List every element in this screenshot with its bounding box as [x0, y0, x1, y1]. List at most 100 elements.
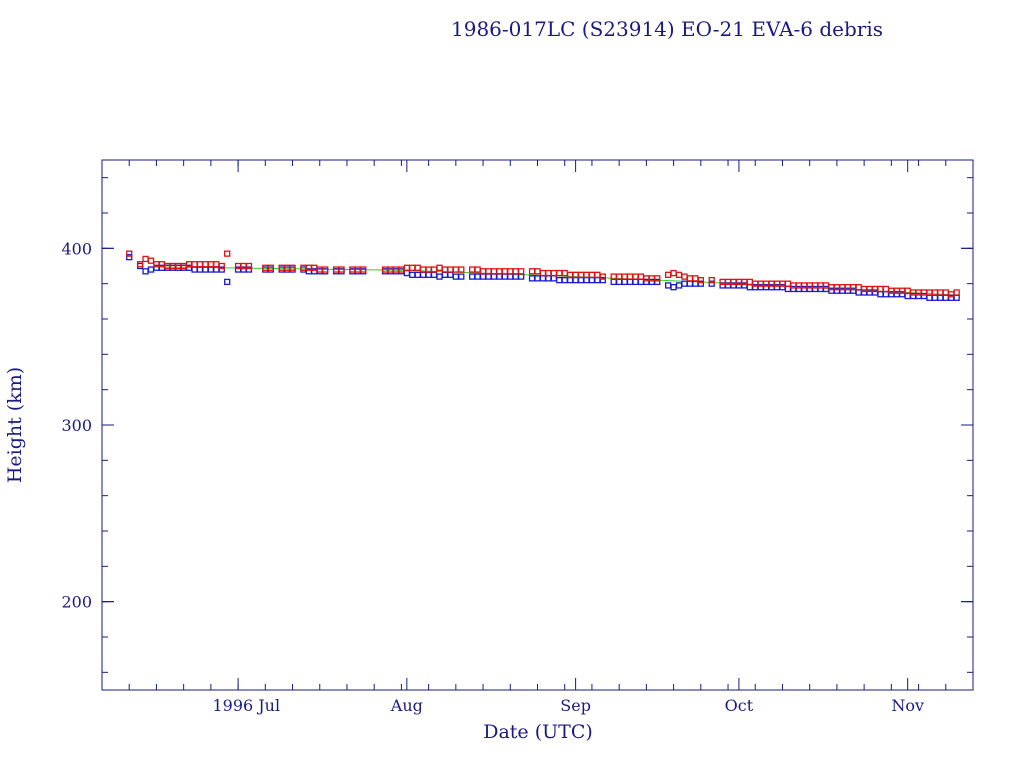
apogee-point: [283, 264, 291, 271]
apogee-point: [403, 264, 411, 271]
y-axis-label: Height (km): [4, 367, 26, 483]
perigee-point: [757, 284, 764, 291]
apogee-point: [637, 273, 645, 280]
apogee-point: [708, 276, 715, 284]
perigee-point: [637, 278, 645, 286]
y-tick-label: 400: [61, 239, 92, 258]
apogee-point: [534, 268, 541, 275]
perigee-point: [920, 292, 928, 300]
perigee-point: [147, 266, 155, 273]
perigee-point: [654, 278, 661, 286]
perigee-point: [665, 282, 672, 289]
apogee-point: [452, 266, 459, 273]
apogee-point: [692, 275, 699, 282]
apogee-point: [262, 264, 269, 271]
perigee-point: [752, 284, 759, 291]
apogee-point: [164, 262, 171, 270]
apogee-point: [670, 269, 677, 277]
apogee-point: [142, 255, 149, 263]
perigee-point: [136, 262, 144, 270]
apogee-point: [202, 261, 209, 268]
perigee-point: [490, 273, 498, 280]
perigee-point: [904, 292, 911, 300]
perigee-point: [556, 276, 563, 284]
perigee-point: [855, 289, 862, 296]
apogee-point: [496, 268, 503, 275]
apogee-point: [681, 273, 688, 280]
perigee-point: [409, 271, 416, 278]
perigee-point: [550, 275, 557, 282]
perigee-point: [545, 275, 552, 282]
x-tick-label: Aug: [390, 696, 423, 715]
perigee-point: [425, 271, 432, 278]
perigee-point: [567, 276, 574, 284]
perigee-point: [501, 273, 508, 280]
apogee-point: [207, 261, 215, 268]
apogee-point: [686, 275, 694, 282]
apogee-point: [474, 266, 481, 273]
apogee-point: [414, 264, 421, 271]
apogee-point: [278, 264, 285, 271]
apogee-point: [398, 266, 405, 273]
apogee-point: [409, 264, 416, 271]
perigee-point: [572, 276, 579, 284]
perigee-point: [915, 292, 922, 300]
apogee-point: [158, 261, 166, 268]
apogee-point: [300, 264, 307, 271]
perigee-point: [670, 284, 677, 291]
apogee-point: [458, 266, 465, 273]
apogee-point: [594, 271, 601, 278]
perigee-point: [447, 271, 454, 278]
apogee-point: [675, 271, 683, 278]
perigee-point: [926, 294, 933, 301]
apogee-point: [126, 250, 133, 257]
perigee-point: [539, 275, 547, 282]
apogee-point: [512, 268, 519, 275]
apogee-point: [784, 280, 792, 287]
perigee-point: [528, 275, 536, 282]
apogee-point: [224, 250, 231, 257]
apogee-point: [850, 284, 857, 291]
y-axis-ticks: 200 300 400: [61, 177, 973, 673]
apogee-point: [855, 284, 862, 291]
perigee-point: [675, 282, 683, 289]
perigee-point: [169, 264, 176, 271]
apogee-point: [654, 275, 661, 282]
perigee-point: [632, 278, 639, 286]
apogee-point: [588, 271, 596, 278]
perigee-point: [561, 276, 568, 284]
perigee-point: [175, 264, 182, 271]
perigee-point: [937, 294, 944, 301]
apogee-point: [920, 289, 928, 296]
perigee-point: [245, 266, 253, 273]
perigee-point: [599, 276, 606, 284]
plot-frame: [101, 159, 974, 691]
apogee-point: [169, 262, 176, 270]
y-tick-label: 300: [61, 416, 92, 435]
perigee-point: [452, 273, 459, 280]
perigee-point: [942, 294, 949, 301]
perigee-point: [392, 268, 400, 275]
apogee-point: [153, 261, 160, 268]
apogee-point: [817, 282, 824, 289]
apogee-point: [501, 268, 508, 275]
perigee-point: [381, 268, 389, 275]
perigee-point: [817, 285, 824, 293]
perigee-point: [436, 273, 443, 280]
perigee-point: [278, 266, 285, 273]
apogee-point: [360, 266, 367, 273]
perigee-point: [126, 254, 133, 261]
apogee-point: [822, 282, 830, 289]
apogee-point: [697, 276, 704, 284]
x-tick-label: Sep: [560, 696, 591, 715]
y-tick-label: 200: [61, 593, 92, 612]
apogee-point: [882, 285, 890, 293]
apogee-series: [126, 250, 960, 298]
perigee-point: [681, 280, 688, 287]
perigee-point: [403, 269, 411, 277]
perigee-point: [882, 291, 890, 298]
apogee-point: [790, 282, 797, 289]
perigee-point: [746, 284, 753, 291]
perigee-series: [126, 254, 960, 301]
